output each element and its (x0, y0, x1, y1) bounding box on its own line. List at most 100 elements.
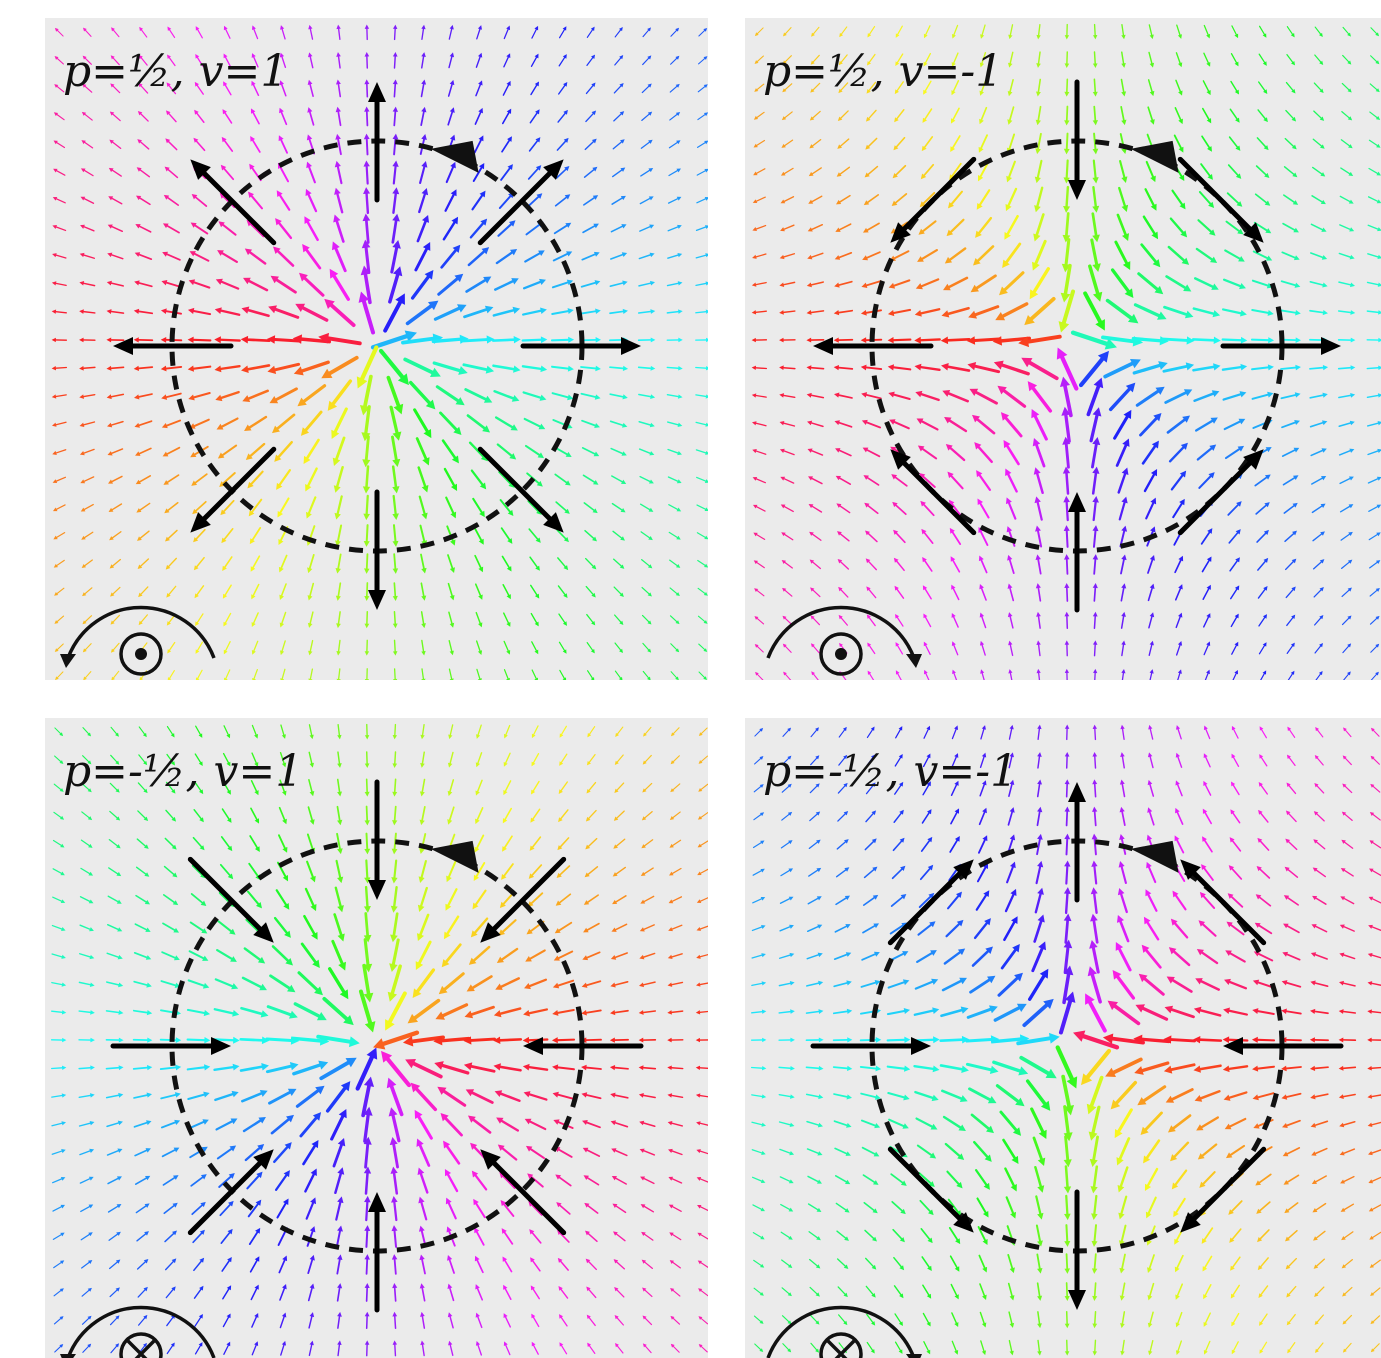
field-arrow-shaft (395, 1345, 396, 1356)
field-arrow-shaft (395, 1259, 396, 1273)
field-arrow-shaft (1095, 645, 1096, 656)
field-arrow-shaft (79, 1068, 90, 1069)
field-arrow-shaft (1258, 1040, 1274, 1041)
field-arrow-shaft (367, 807, 368, 821)
field-arrow-head (393, 679, 397, 683)
field-arrow-shaft (500, 1039, 521, 1040)
field-arrow-shaft (1066, 921, 1068, 943)
axis-dot (835, 648, 847, 660)
field-arrow-shaft (752, 1067, 762, 1068)
field-arrow-head (421, 679, 425, 683)
field-arrow-shaft (1367, 368, 1378, 369)
field-arrow-shaft (558, 1040, 574, 1041)
panel-label: p=-½, v=-1 (763, 746, 1018, 797)
field-arrow-shaft (367, 466, 369, 486)
field-arrow-shaft (643, 1068, 655, 1069)
panel-background (745, 18, 1381, 680)
field-arrow-head (706, 366, 710, 370)
field-arrow-shaft (1067, 502, 1068, 520)
field-arrow-shaft (463, 340, 486, 341)
field-arrow-shaft (1223, 340, 1241, 341)
field-arrow-shaft (610, 367, 623, 368)
field-arrow-shaft (1095, 757, 1096, 768)
field-arrow-shaft (1200, 1040, 1221, 1041)
field-arrow-shaft (1163, 339, 1186, 340)
field-arrow-shaft (394, 112, 395, 126)
field-arrow-shaft (493, 340, 514, 341)
field-arrow-shaft (366, 860, 367, 877)
field-arrow-shaft (1094, 588, 1095, 601)
field-arrow-shaft (1343, 1067, 1355, 1068)
panel-label: p=½, v=-1 (763, 46, 1003, 97)
field-arrow-shaft (1067, 588, 1068, 601)
field-arrow-shaft (56, 367, 66, 368)
field-arrow-shaft (395, 669, 396, 679)
field-arrow-shaft (395, 29, 396, 40)
field-arrow-shaft (395, 640, 396, 651)
field-arrow-shaft (395, 779, 396, 792)
field-arrow-shaft (1133, 339, 1160, 341)
field-arrow-shaft (367, 583, 368, 596)
field-arrow-shaft (367, 554, 368, 568)
field-arrow-shaft (1067, 1254, 1068, 1268)
field-arrow-shaft (367, 1259, 368, 1273)
field-arrow-shaft (948, 339, 969, 340)
field-arrow-shaft (84, 367, 95, 368)
field-arrow-shaft (395, 1288, 396, 1301)
field-arrow-shaft (367, 1288, 368, 1301)
field-arrow-shaft (394, 583, 395, 596)
field-arrow-shaft (1066, 894, 1067, 913)
field-arrow-shaft (1095, 1312, 1096, 1324)
field-arrow-shaft (395, 752, 396, 763)
field-arrow-shaft (672, 1068, 683, 1069)
field-arrow-shaft (1067, 160, 1068, 177)
field-arrow-shaft (888, 1040, 905, 1041)
field-arrow-shaft (111, 367, 123, 368)
field-arrow-head (365, 679, 369, 683)
field-arrow-shaft (784, 368, 795, 369)
field-arrow-shaft (1066, 1225, 1067, 1241)
field-arrow-shaft (1095, 1340, 1096, 1351)
field-arrow-shaft (106, 1068, 118, 1069)
axis-dot (135, 648, 147, 660)
field-arrow-shaft (1067, 531, 1068, 547)
field-arrow-shaft (1066, 214, 1068, 236)
field-arrow-shaft (1095, 784, 1096, 797)
field-arrow-shaft (1066, 1196, 1067, 1214)
field-arrow-shaft (1094, 52, 1095, 63)
field-arrow-shaft (367, 166, 368, 183)
field-arrow-shaft (241, 1039, 262, 1040)
page: p=½, v=1p=½, v=-1p=-½, v=1p=-½, v=-1 (()… (0, 0, 1381, 1358)
field-arrow-shaft (221, 340, 240, 341)
field-arrow-head (706, 338, 710, 342)
field-arrow-shaft (394, 612, 395, 624)
field-arrow-shaft (1094, 107, 1095, 121)
panel: p=½, v=1 (45, 18, 710, 683)
panel: p=-½, v=-1 (745, 718, 1381, 1358)
field-arrow-shaft (921, 339, 940, 340)
field-arrow-shaft (367, 525, 368, 541)
field-arrow-shaft (366, 1202, 367, 1220)
field-arrow-shaft (700, 1068, 710, 1069)
field-arrow-shaft (433, 339, 460, 341)
panel-label: p=½, v=1 (63, 46, 288, 97)
field-arrow-shaft (1310, 368, 1323, 369)
field-arrow-shaft (1094, 616, 1095, 628)
field-arrow-shaft (1095, 1254, 1096, 1268)
field-arrow-shaft (366, 1231, 367, 1247)
field-arrow-shaft (194, 340, 211, 341)
field-arrow-shaft (367, 139, 368, 154)
field-arrow-shaft (894, 340, 911, 341)
field-arrow-shaft (941, 1040, 962, 1041)
field-arrow-shaft (523, 340, 541, 341)
field-arrow-shaft (366, 914, 368, 936)
field-arrow-shaft (1095, 812, 1096, 826)
panel-label: p=-½, v=1 (63, 746, 303, 797)
field-arrow-head (337, 679, 341, 683)
field-arrow-shaft (395, 1316, 396, 1328)
field-arrow-shaft (394, 139, 395, 154)
panel: p=-½, v=1 (45, 718, 710, 1358)
field-arrow-shaft (367, 112, 368, 126)
field-arrow-shaft (395, 807, 396, 821)
field-arrow-shaft (394, 554, 395, 568)
